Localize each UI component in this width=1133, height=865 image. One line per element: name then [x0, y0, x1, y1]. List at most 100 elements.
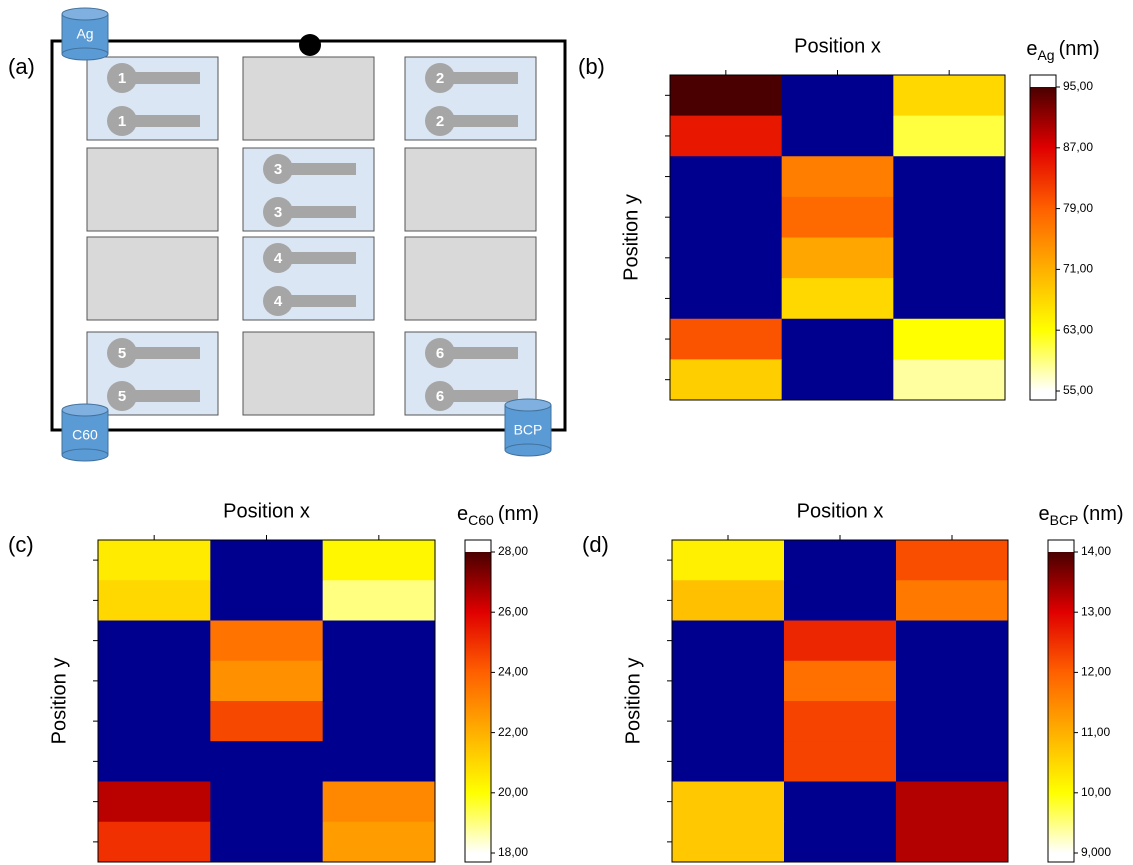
colorbar-tick-label: 11,00	[1081, 725, 1110, 739]
colorbar	[1048, 552, 1074, 853]
colorbar	[465, 552, 491, 853]
heat-cell	[784, 701, 897, 742]
sample-number: 5	[118, 388, 126, 405]
cylinder-top	[61, 7, 109, 21]
contact-bar	[440, 72, 518, 84]
colorbar-unit: (nm)	[1059, 38, 1100, 60]
heat-cell	[896, 540, 1009, 581]
contact-pad	[263, 154, 293, 184]
contact-pad	[107, 381, 137, 411]
empty-cell	[322, 741, 436, 782]
cylinder-top	[504, 398, 552, 412]
y-axis-title: Position y	[48, 658, 70, 745]
sample-cell	[86, 331, 219, 416]
colorbar-tick-label: 13,00	[1081, 604, 1111, 618]
contact-bar	[440, 115, 518, 127]
colorbar-tick-label: 9,000	[1081, 845, 1111, 859]
sample-number: 5	[118, 345, 126, 362]
colorbar-tick-label: 63,00	[1063, 322, 1093, 336]
colorbar-symbol: e	[1026, 38, 1037, 60]
contact-bar	[440, 390, 518, 402]
colorbar-subscript: Ag	[1037, 47, 1054, 63]
heat-cell	[896, 821, 1009, 863]
y-axis-title: Position y	[620, 194, 642, 281]
sample-number: 1	[118, 113, 126, 130]
sample-number: 3	[274, 204, 282, 221]
heat-cell	[98, 781, 211, 823]
colorbar-title: eAg (nm)	[1026, 38, 1099, 62]
colorbar-subscript: BCP	[1050, 512, 1079, 528]
panel-label: (c)	[8, 532, 34, 557]
contact-bar	[440, 347, 518, 359]
heat-cell	[98, 821, 211, 863]
empty-cell	[210, 741, 324, 782]
empty-cell	[781, 318, 894, 360]
empty-cell	[781, 75, 894, 117]
colorbar-unit: (nm)	[498, 503, 539, 525]
empty-cell	[98, 701, 211, 742]
heat-cell	[784, 620, 897, 662]
source-label: BCP	[514, 422, 543, 438]
colorbar-frame	[1047, 539, 1075, 863]
heat-cell	[210, 660, 324, 702]
empty-cell	[98, 620, 211, 662]
empty-cell	[210, 781, 324, 823]
empty-cell	[98, 660, 211, 702]
x-axis-title: Position x	[794, 35, 881, 57]
empty-cell	[784, 821, 897, 863]
empty-cell	[893, 237, 1006, 279]
empty-cell	[404, 236, 537, 321]
empty-cell	[86, 147, 219, 232]
contact-bar	[278, 295, 356, 307]
empty-cell	[672, 660, 785, 702]
heat-cell	[896, 781, 1009, 823]
empty-cell	[896, 620, 1009, 662]
heat-cell	[670, 359, 783, 401]
contact-pad	[107, 106, 137, 136]
sample-number: 1	[118, 70, 126, 87]
empty-cell	[670, 196, 783, 238]
empty-cell	[784, 540, 897, 581]
colorbar	[1030, 87, 1056, 391]
empty-cell	[893, 196, 1006, 238]
contact-bar	[278, 252, 356, 264]
contact-bar	[122, 115, 200, 127]
colorbar-tick-label: 26,00	[498, 604, 528, 618]
colorbar-subscript: C60	[468, 512, 494, 528]
empty-cell	[893, 278, 1006, 320]
colorbar-symbol: e	[1038, 503, 1049, 525]
cylinder-top	[61, 403, 109, 417]
heat-cell	[784, 741, 897, 782]
source-ag: Ag	[61, 7, 109, 61]
colorbar-tick-label: 87,00	[1063, 140, 1093, 154]
heat-cell	[893, 318, 1006, 360]
colorbar-tick-label: 18,00	[498, 845, 528, 859]
heat-cell	[781, 196, 894, 238]
empty-cell	[322, 660, 436, 702]
colorbar-tick-label: 79,00	[1063, 201, 1093, 215]
empty-cell	[784, 580, 897, 621]
colorbar-tick-label: 28,00	[498, 544, 528, 558]
empty-cell	[896, 701, 1009, 742]
panel-label: (a)	[8, 54, 35, 79]
colorbar-frame	[1029, 74, 1057, 401]
contact-bar	[278, 163, 356, 175]
empty-cell	[672, 701, 785, 742]
contact-pad	[107, 63, 137, 93]
sample-number: 2	[436, 70, 444, 87]
heat-cell	[672, 540, 785, 581]
sample-number: 6	[436, 388, 444, 405]
colorbar-title: eBCP (nm)	[1038, 503, 1123, 527]
heat-cell	[896, 580, 1009, 621]
heat-cell	[781, 237, 894, 279]
sample-cell	[242, 236, 375, 321]
empty-cell	[86, 236, 219, 321]
heat-cell	[893, 359, 1006, 401]
empty-cell	[210, 580, 324, 621]
contact-bar	[122, 390, 200, 402]
heat-cell	[672, 781, 785, 823]
empty-cell	[404, 147, 537, 232]
empty-cell	[242, 331, 375, 416]
